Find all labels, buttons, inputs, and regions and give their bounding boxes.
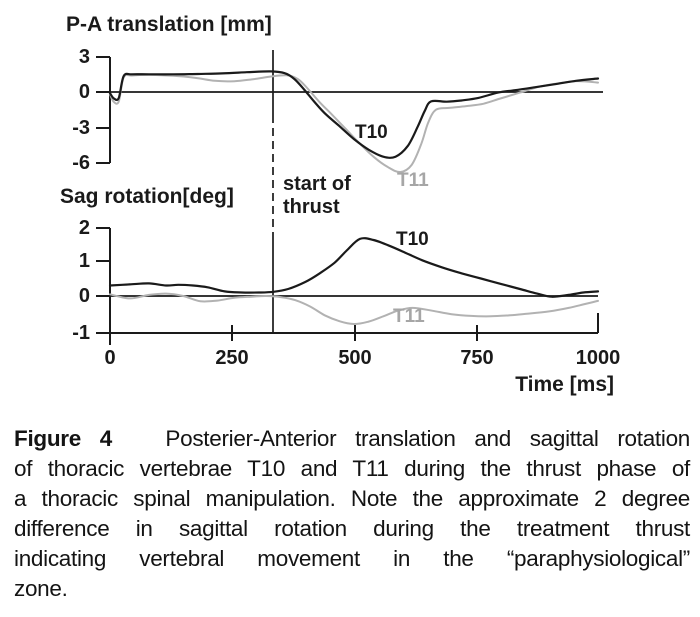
caption-line-6: zone. (14, 576, 68, 601)
bottom-t10-series-label: T10 (396, 229, 429, 250)
xtick-750: 750 (460, 347, 494, 369)
caption-figure-label: Figure 4 (14, 426, 112, 451)
top-t10-series-label: T10 (355, 122, 388, 143)
top-ytick-0: 0 (78, 81, 90, 103)
xtick-500: 500 (338, 347, 372, 369)
time-axis-label: Time [ms] (515, 373, 614, 396)
bottom-ytick-0: 0 (78, 285, 90, 307)
bottom-chart-x-axis (110, 313, 599, 341)
bottom-chart-y-axis (96, 227, 111, 345)
top-chart-title: P-A translation [mm] (66, 13, 272, 36)
xtick-250: 250 (215, 347, 249, 369)
caption-line-5: indicating vertebral movement in the “pa… (14, 546, 690, 571)
bottom-t11-series-label: T11 (393, 306, 425, 327)
xtick-0: 0 (104, 347, 116, 369)
caption-line-2: of thoracic vertebrae T10 and T11 during… (14, 456, 690, 481)
plot-canvas (96, 50, 603, 345)
caption-line-3: a thoracic spinal manipulation. Note the… (14, 486, 690, 511)
bottom-ytick-neg1: -1 (72, 322, 90, 344)
top-ytick-neg3: -3 (72, 117, 90, 139)
caption-line-4: difference in sagittal rotation during t… (14, 516, 690, 541)
sag-rotation-t10-curve (108, 237, 600, 298)
caption-line-1: Figure 4 Posterier-Anterior translation … (14, 424, 690, 454)
figure-caption: Figure 4 Posterier-Anterior translation … (14, 424, 690, 604)
top-ytick-neg6: -6 (72, 152, 90, 174)
bottom-ytick-2: 2 (78, 217, 90, 239)
caption-line-1-text: Posterier-Anterior translation and sagit… (165, 426, 691, 451)
start-of-thrust-annotation: start of thrust (283, 173, 351, 218)
top-ytick-3: 3 (78, 46, 90, 68)
bottom-chart-title: Sag rotation[deg] (60, 185, 234, 208)
xtick-1000: 1000 (575, 347, 621, 369)
top-chart-y-axis (96, 56, 111, 164)
pa-translation-t10-curve (108, 70, 600, 159)
top-t11-series-label: T11 (397, 170, 429, 191)
sag-rotation-t11-curve (109, 292, 599, 326)
bottom-ytick-1: 1 (78, 250, 90, 272)
